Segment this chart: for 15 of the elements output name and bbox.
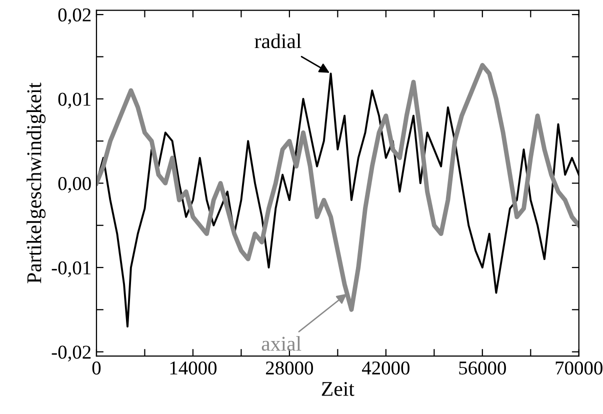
y-tick-label: -0,02	[52, 346, 91, 362]
x-axis-title: Zeit	[322, 382, 354, 396]
x-tick-label: 28000	[266, 361, 314, 375]
annotation: axial	[262, 336, 302, 351]
x-tick-label: 42000	[362, 361, 410, 375]
y-axis-title: Partikelgeschwindigkeit	[26, 82, 46, 284]
x-tick-label: 70000	[556, 361, 602, 375]
x-tick-label: 0	[92, 361, 101, 375]
x-tick-label: 56000	[459, 361, 506, 375]
y-tick-label: 0,02	[58, 8, 91, 24]
x-tick-label: 14000	[170, 361, 217, 375]
annotation: radial	[254, 34, 302, 48]
y-tick-label: 0,00	[58, 177, 91, 193]
y-tick-label: 0,01	[58, 92, 90, 109]
y-tick-label: -0,01	[52, 261, 90, 278]
